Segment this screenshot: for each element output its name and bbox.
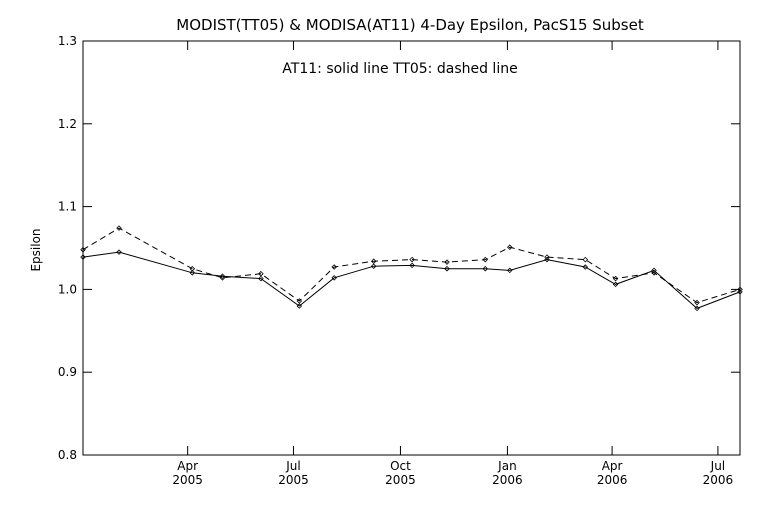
x-tick-month-label: Apr <box>602 459 623 473</box>
x-tick-month-label: Jul <box>710 459 725 473</box>
data-point-at11 <box>370 263 377 269</box>
line-style-annotation: AT11: solid line TT05: dashed line <box>282 61 517 77</box>
data-point-tt05 <box>444 259 450 265</box>
plot-area-frame <box>82 40 741 456</box>
x-tick-month-label: Jul <box>285 459 300 473</box>
data-point-at11 <box>507 267 513 274</box>
data-point-tt05 <box>296 298 303 304</box>
data-point-tt05 <box>544 254 550 260</box>
data-point-tt05 <box>694 299 700 306</box>
data-point-at11 <box>331 275 337 281</box>
x-tick-month-label: Jan <box>497 459 517 473</box>
x-axis: Apr2005Jul2005Oct2005Jan2006Apr2006Jul20… <box>172 41 733 487</box>
data-point-at11 <box>694 305 700 312</box>
data-point-tt05 <box>331 264 337 270</box>
chart-title: MODIST(TT05) & MODISA(AT11) 4-Day Epsilo… <box>176 16 644 34</box>
y-tick-label: 1.3 <box>58 34 77 48</box>
data-point-at11 <box>296 303 303 309</box>
data-point-tt05 <box>189 265 196 272</box>
data-point-at11 <box>409 262 415 269</box>
data-point-tt05 <box>582 256 589 263</box>
data-point-at11 <box>582 264 589 270</box>
series-line-tt05 <box>82 227 741 304</box>
data-point-at11 <box>258 275 264 282</box>
data-point-tt05 <box>80 246 86 253</box>
series-layer <box>80 225 743 312</box>
x-tick-year-label: 2005 <box>172 473 203 487</box>
data-point-tt05 <box>737 286 743 293</box>
data-point-at11 <box>189 270 196 276</box>
y-tick-label: 0.9 <box>58 365 77 379</box>
data-point-tt05 <box>612 275 619 282</box>
y-tick-label: 0.8 <box>58 448 77 462</box>
data-point-at11 <box>737 289 743 295</box>
data-point-at11 <box>80 254 86 260</box>
x-tick-month-label: Oct <box>390 459 411 473</box>
data-point-tt05 <box>507 244 513 250</box>
data-point-tt05 <box>370 258 377 264</box>
data-point-at11 <box>219 273 226 279</box>
x-tick-year-label: 2006 <box>492 473 523 487</box>
data-point-at11 <box>612 281 619 288</box>
x-tick-year-label: 2005 <box>278 473 309 487</box>
y-tick-label: 1.2 <box>58 117 77 131</box>
data-point-tt05 <box>116 225 122 231</box>
x-tick-year-label: 2006 <box>597 473 628 487</box>
data-point-tt05 <box>258 270 264 277</box>
series-line-at11 <box>82 251 741 309</box>
y-axis: 0.8 0.9 1.0 1.1 1.2 1.3 <box>58 34 740 462</box>
data-point-at11 <box>116 249 122 255</box>
data-point-tt05 <box>219 275 226 281</box>
data-point-tt05 <box>409 256 415 263</box>
y-tick-label: 1.0 <box>58 282 77 296</box>
y-axis-label: Epsilon <box>29 228 43 271</box>
data-point-at11 <box>544 256 550 263</box>
data-point-at11 <box>444 265 450 272</box>
data-point-tt05 <box>651 270 657 276</box>
x-tick-year-label: 2005 <box>385 473 416 487</box>
data-point-at11 <box>482 265 489 272</box>
x-tick-year-label: 2006 <box>703 473 734 487</box>
data-point-tt05 <box>482 256 489 263</box>
y-tick-label: 1.1 <box>58 200 77 214</box>
x-tick-month-label: Apr <box>177 459 198 473</box>
